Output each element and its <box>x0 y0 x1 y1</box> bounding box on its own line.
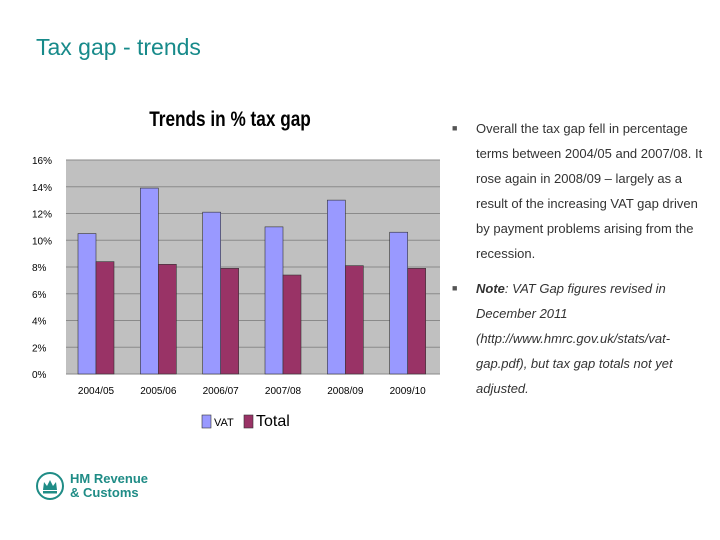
bar-vat-2009-10 <box>389 231 408 375</box>
bullet-dot-icon: ■ <box>452 283 458 293</box>
y-tick-label: 0% <box>32 370 47 381</box>
logo-line-1: HM Revenue <box>70 471 149 486</box>
bar-vat-2004-05 <box>77 233 97 375</box>
bullet-note: ■ Note: VAT Gap figures revised in Decem… <box>452 276 704 401</box>
bar-vat-2005-06 <box>140 187 159 375</box>
x-tick-label: 2006/07 <box>203 386 240 397</box>
note-body: : VAT Gap figures revised in December 20… <box>476 281 673 396</box>
bar-total-2009-10 <box>407 268 426 375</box>
bar-total-2006-07 <box>220 268 239 375</box>
slide-title: Tax gap - trends <box>36 34 201 60</box>
y-tick-label: 6% <box>32 290 47 301</box>
bar-total-2008-09 <box>345 265 364 375</box>
y-tick-label: 14% <box>32 183 52 194</box>
y-tick-label: 8% <box>32 263 47 274</box>
y-tick-label: 2% <box>32 343 47 354</box>
note-label: Note <box>476 281 505 296</box>
bar-vat-2008-09 <box>327 199 346 375</box>
bullet-overview: ■ Overall the tax gap fell in percentage… <box>452 116 704 266</box>
x-tick-label: 2005/06 <box>140 386 177 397</box>
x-tick-label: 2007/08 <box>265 386 302 397</box>
bar-total-2005-06 <box>158 264 177 375</box>
y-tick-label: 12% <box>32 210 52 221</box>
x-tick-label: 2009/10 <box>390 386 427 397</box>
bullet-overview-text: Overall the tax gap fell in percentage t… <box>476 121 703 261</box>
chart-svg: Trends in % tax gap 0% 2% 4% 6% 8% 10% 12% 14% 16… <box>32 109 440 430</box>
x-tick-label: 2004/05 <box>78 386 115 397</box>
bar-vat-2006-07 <box>202 211 221 375</box>
legend-label-total: Total <box>256 413 290 430</box>
bar-vat-2007-08 <box>264 226 284 375</box>
legend-swatch-total <box>243 414 254 429</box>
crown-icon <box>36 472 64 500</box>
logo-text: HM Revenue & Customs <box>70 472 148 500</box>
y-tick-label: 10% <box>32 236 52 247</box>
tax-gap-chart: Trends in % tax gap 0% 2% 4% 6% 8% 10% 12% 14% 16… <box>30 96 440 446</box>
bar-total-2007-08 <box>282 274 302 375</box>
chart-title: Trends in % tax gap <box>149 109 311 132</box>
logo-line-2: & Customs <box>70 485 139 500</box>
bullet-list: ■ Overall the tax gap fell in percentage… <box>452 116 704 411</box>
hmrc-logo: HM Revenue & Customs <box>36 472 148 500</box>
bullet-note-text: Note: VAT Gap figures revised in Decembe… <box>476 281 673 396</box>
x-tick-label: 2008/09 <box>327 386 364 397</box>
bullet-dot-icon: ■ <box>452 123 458 133</box>
legend-swatch-vat <box>201 414 212 429</box>
y-tick-label: 16% <box>32 156 52 167</box>
y-tick-label: 4% <box>32 317 47 328</box>
bar-total-2004-05 <box>95 261 115 375</box>
legend-label-vat: VAT <box>214 417 234 429</box>
